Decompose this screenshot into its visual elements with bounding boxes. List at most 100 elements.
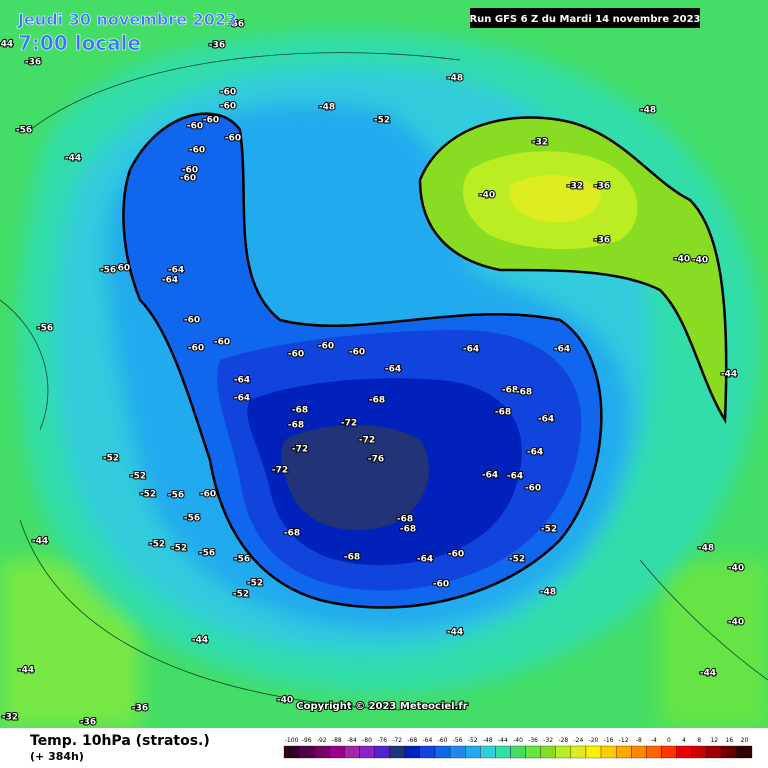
legend-swatch — [434, 745, 451, 759]
contour-label: -60 — [188, 344, 204, 354]
legend-swatch — [283, 745, 300, 759]
contour-label: -64 — [554, 345, 570, 355]
contour-label: -64 — [234, 376, 250, 386]
contour-label: -36 — [209, 41, 225, 51]
contour-label: -52 — [140, 490, 156, 500]
contour-label: -60 — [200, 490, 216, 500]
legend-tick-label: -60 — [438, 737, 448, 744]
contour-label: -44 — [447, 628, 463, 638]
contour-label: -60 — [182, 166, 198, 176]
map-title: Temp. 10hPa (stratos.) — [30, 733, 210, 749]
legend-swatch — [374, 745, 390, 759]
contour-label: -32 — [2, 713, 18, 723]
contour-label: -72 — [292, 445, 308, 455]
legend-tick-label: -8 — [636, 737, 642, 744]
contour-label: -72 — [359, 436, 375, 446]
contour-label: -40 — [728, 564, 744, 574]
contour-label: -64 — [507, 472, 523, 482]
contour-label: -52 — [541, 525, 557, 535]
legend-swatch — [465, 745, 481, 759]
contour-label: -60 — [114, 264, 130, 274]
legend-tick-label: -28 — [558, 737, 568, 744]
contour-label: -44 — [65, 154, 81, 164]
contour-line — [122, 112, 603, 609]
contour-label: -64 — [482, 471, 498, 481]
contour-label: -60 — [180, 174, 196, 184]
contour-label: -60 — [288, 350, 304, 360]
contour-label: -44 — [721, 370, 737, 380]
legend-swatch — [570, 745, 587, 759]
legend-swatch — [525, 745, 541, 759]
legend-swatch — [555, 745, 571, 759]
contour-label: -56 — [199, 549, 215, 559]
legend-tick-label: 0 — [667, 737, 671, 744]
legend-tick-label: -20 — [589, 737, 599, 744]
contour-label: -60 — [187, 122, 203, 132]
legend-tick-label: -100 — [285, 737, 299, 744]
legend-tick-label: 16 — [726, 737, 734, 744]
contour-label: -48 — [640, 106, 656, 116]
legend-swatch — [314, 745, 330, 759]
contour-label: -52 — [509, 555, 525, 565]
contour-label: -48 — [698, 544, 714, 554]
lead-time: (+ 384h) — [30, 750, 84, 763]
contour-label: -52 — [130, 472, 146, 482]
legend-swatch — [495, 745, 511, 759]
legend-swatch — [419, 745, 436, 759]
copyright: Copyright © 2023 Meteociel.fr — [296, 701, 467, 712]
map-shading — [660, 560, 768, 728]
contour-label: -60 — [214, 338, 230, 348]
coastline — [0, 52, 768, 711]
legend-swatch — [298, 745, 315, 759]
legend-swatch — [329, 745, 345, 759]
legend-swatch — [676, 745, 692, 759]
contour-label: -44 — [192, 636, 208, 646]
legend-tick-label: -12 — [619, 737, 629, 744]
contour-label: -44 — [32, 537, 48, 547]
contour-label: -56 — [100, 266, 116, 276]
contour-label: -32 — [567, 182, 583, 192]
legend-swatch — [359, 745, 375, 759]
contour-label: -68 — [292, 406, 308, 416]
map-area: -60-60-60-60-60-60-60-60-64-64-60-56-60-… — [0, 0, 768, 728]
legend-swatch — [721, 745, 738, 759]
legend-tick-label: -88 — [332, 737, 342, 744]
legend-tick-label: -32 — [543, 737, 553, 744]
contour-label: -56 — [184, 514, 200, 524]
legend-swatch — [691, 745, 707, 759]
legend-tick-label: -44 — [498, 737, 508, 744]
contour-label: -56 — [168, 491, 184, 501]
contour-label: -40 — [277, 696, 293, 706]
contour-label: -56 — [228, 20, 244, 30]
legend-swatch — [344, 745, 360, 759]
contour-label: -60 — [184, 316, 200, 326]
contour-label: -36 — [80, 718, 96, 728]
contour-label: -36 — [594, 182, 610, 192]
contour-label: -40 — [692, 256, 708, 266]
legend-swatch — [449, 745, 466, 759]
contour-label: -44 — [18, 666, 34, 676]
legend-tick-label: -4 — [651, 737, 657, 744]
contour-label: -68 — [369, 396, 385, 406]
contour-label: -36 — [594, 236, 610, 246]
contour-label: -76 — [368, 455, 384, 465]
legend-tick-label: 12 — [710, 737, 718, 744]
run-info: Run GFS 6 Z du Mardi 14 novembre 2023 — [469, 14, 700, 25]
legend-swatch — [510, 745, 526, 759]
legend-tick-label: -68 — [407, 737, 417, 744]
contour-label: -32 — [532, 138, 548, 148]
legend-tick-label: 4 — [682, 737, 686, 744]
contour-label: -52 — [171, 544, 187, 554]
contour-label: -48 — [319, 103, 335, 113]
legend-swatch — [706, 745, 722, 759]
legend-swatch — [646, 745, 662, 759]
contour-label: -68 — [344, 553, 360, 563]
contour-label: -64 — [417, 555, 433, 565]
legend-tick-label: -80 — [362, 737, 372, 744]
valid-time: 7:00 locale — [18, 31, 141, 55]
contour-label: -60 — [318, 342, 334, 352]
legend-swatch — [540, 745, 556, 759]
legend-swatch — [661, 745, 677, 759]
contour-label: -64 — [538, 415, 554, 425]
contour-label: -44 — [0, 40, 13, 50]
